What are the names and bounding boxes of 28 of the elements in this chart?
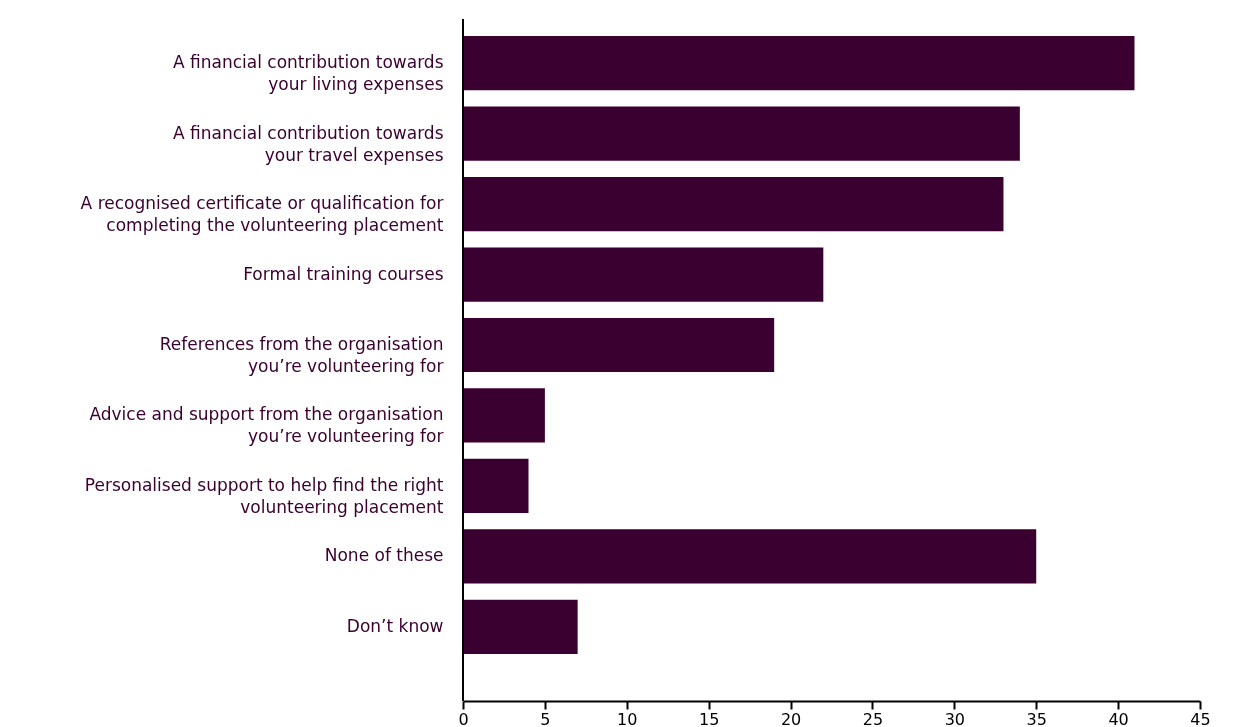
bar bbox=[463, 317, 775, 373]
y-tick-label: Don’t know bbox=[346, 615, 444, 636]
x-tick-label: 30 bbox=[944, 709, 966, 727]
x-tick-label: 45 bbox=[1190, 709, 1211, 727]
y-tick-label: A financial contribution towards your travel expenses bbox=[173, 122, 444, 165]
y-tick-label: Advice and support from the organisation you’re volunteering for bbox=[89, 404, 444, 447]
bar bbox=[463, 36, 1135, 91]
y-tick-label: A recognised certificate or qualification for completing the volunteering placement bbox=[80, 193, 444, 236]
x-tick-label: 40 bbox=[1108, 709, 1129, 727]
bar bbox=[463, 458, 529, 514]
bar bbox=[463, 529, 1037, 584]
x-tick-label: 20 bbox=[780, 709, 802, 727]
x-tick-label: 10 bbox=[617, 709, 638, 727]
y-tick-label: A financial contribution towards your living expenses bbox=[173, 52, 444, 95]
bar bbox=[463, 247, 824, 302]
y-tick-label: None of these bbox=[324, 545, 444, 566]
bar bbox=[463, 176, 1004, 232]
bar bbox=[463, 388, 545, 443]
x-tick-label: 35 bbox=[1026, 709, 1047, 727]
x-tick-label: 5 bbox=[540, 709, 551, 727]
y-tick-label: Formal training courses bbox=[243, 263, 444, 284]
y-tick-label: References from the organisation you’re volunteering for bbox=[159, 334, 444, 376]
x-tick-label: 15 bbox=[698, 709, 720, 727]
x-tick-label: 0 bbox=[458, 709, 469, 727]
x-tick-label: 25 bbox=[862, 709, 884, 727]
bar bbox=[463, 106, 1020, 161]
y-tick-label: Personalised support to help find the right volunteering placement bbox=[84, 474, 444, 517]
bar bbox=[463, 599, 578, 654]
